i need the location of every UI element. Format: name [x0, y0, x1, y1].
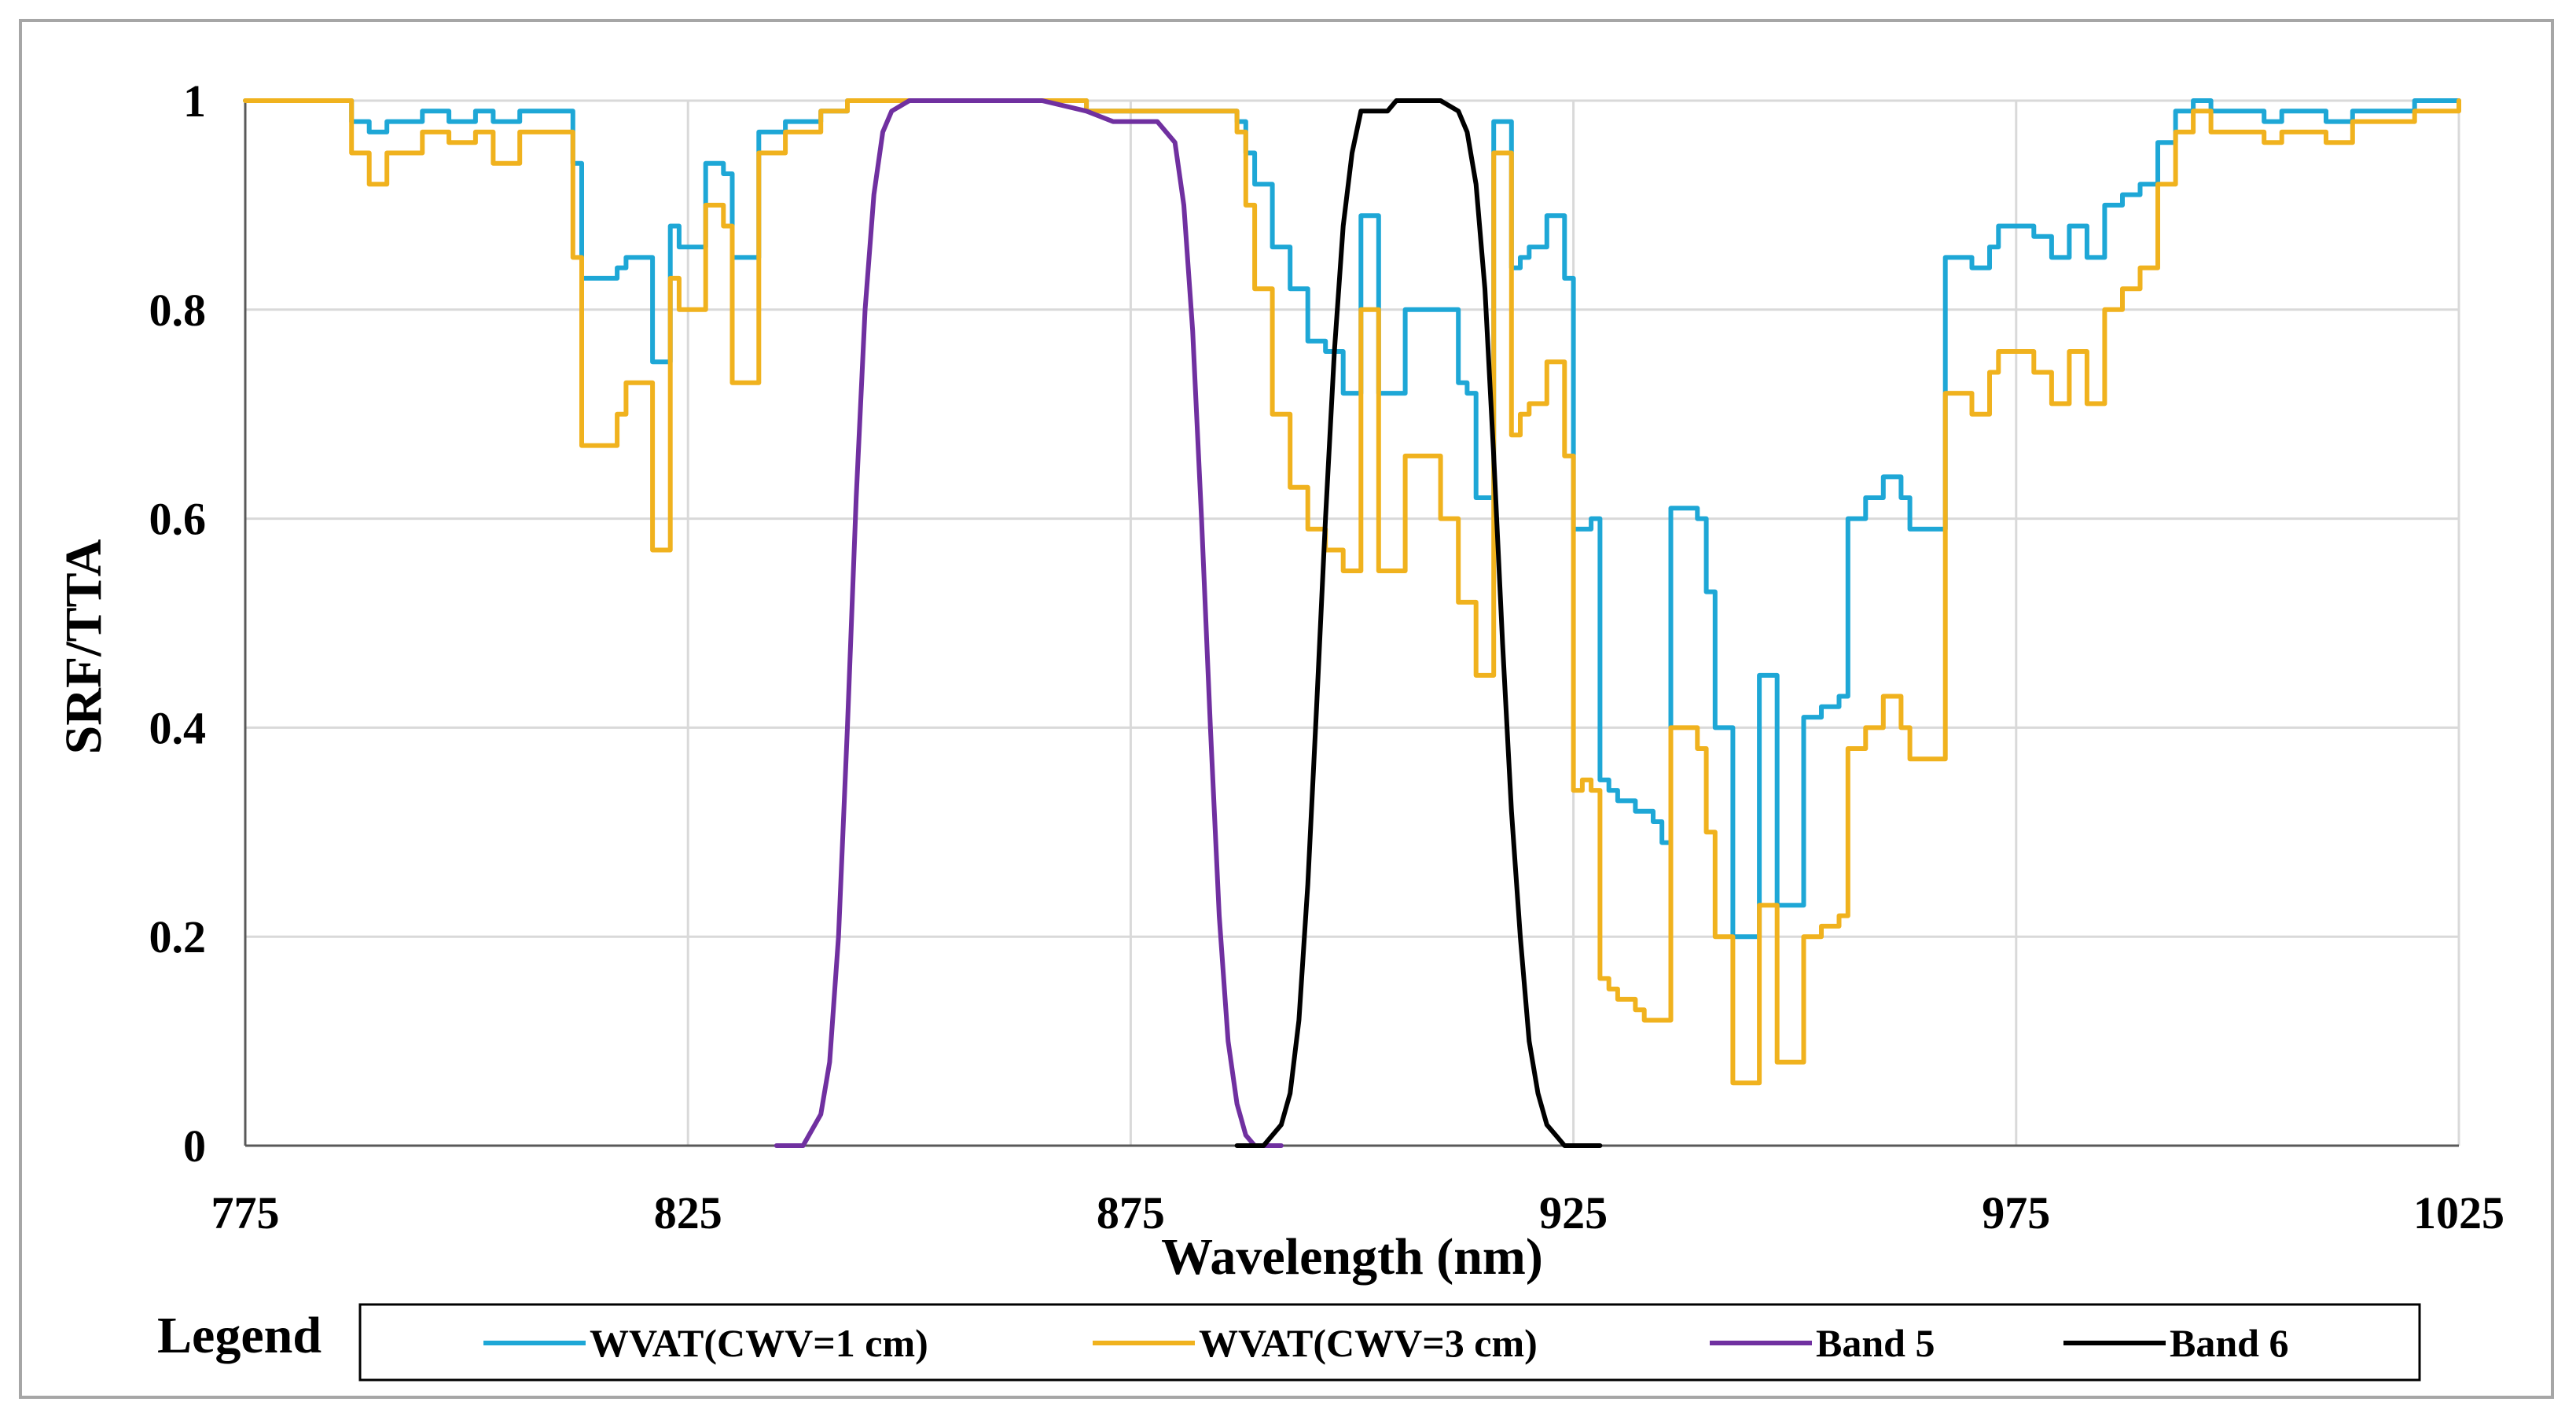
y-tick-label: 1	[183, 75, 206, 127]
y-tick-label: 0.6	[149, 494, 207, 545]
legend-box	[358, 1303, 2421, 1382]
y-axis-title: SRF/TTA	[55, 539, 112, 754]
series-line-1	[243, 98, 2461, 1086]
y-tick-label: 0	[183, 1120, 206, 1172]
x-tick-label: 825	[654, 1187, 722, 1238]
legend-title: Legend	[157, 1307, 322, 1364]
axes	[244, 101, 2459, 1147]
legend-label: Band 6	[2170, 1321, 2288, 1365]
legend: Legend WVAT(CWV=1 cm) WVAT(CWV=3 cm) Band …	[157, 1303, 2421, 1382]
series-line-2	[774, 98, 1284, 1148]
x-tick-label: 925	[1539, 1187, 1608, 1238]
series-line-0	[243, 98, 2461, 940]
series-layer	[243, 98, 2461, 1148]
x-tick-label: 875	[1097, 1187, 1165, 1238]
legend-label: Band 5	[1816, 1321, 1935, 1365]
y-tick-label: 0.8	[149, 285, 207, 336]
legend-label: WVAT(CWV=3 cm)	[1199, 1321, 1538, 1365]
x-tick-label: 1025	[2413, 1187, 2504, 1238]
x-axis-title: Wavelength (nm)	[1161, 1228, 1543, 1286]
grid	[245, 99, 2460, 1146]
legend-items: WVAT(CWV=1 cm) WVAT(CWV=3 cm) Band 5 Band 6	[483, 1321, 2288, 1365]
y-tick-label: 0.4	[149, 702, 207, 753]
y-tick-label: 0.2	[149, 911, 207, 962]
chart-frame	[19, 19, 2554, 1399]
x-tick-label: 975	[1982, 1187, 2050, 1238]
x-tick-label: 775	[211, 1187, 280, 1238]
tick-labels: 0 0.2 0.4 0.6 0.8 1 775 825 875 925 975 1025	[149, 75, 2505, 1238]
series-line-3	[1234, 98, 1603, 1148]
legend-label: WVAT(CWV=1 cm)	[590, 1321, 928, 1365]
